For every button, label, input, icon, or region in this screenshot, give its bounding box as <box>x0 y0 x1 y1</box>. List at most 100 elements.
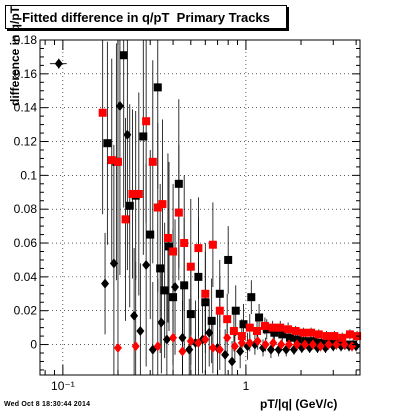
data-point-diamond <box>292 339 301 350</box>
data-point-square <box>260 321 269 330</box>
data-point-diamond <box>253 336 262 347</box>
data-point-diamond <box>178 332 187 343</box>
data-point-square <box>215 289 224 298</box>
data-point-diamond <box>162 334 171 345</box>
data-point-diamond <box>109 258 118 269</box>
data-point-square <box>98 108 107 117</box>
data-point-diamond <box>130 310 139 321</box>
data-point-diamond <box>352 341 361 352</box>
plot-frame <box>39 39 361 376</box>
data-point-square <box>223 315 232 324</box>
data-point-diamond <box>194 337 203 348</box>
data-point-diamond <box>208 342 217 353</box>
data-point-diamond <box>142 260 151 271</box>
y-tick-label: 0.06 <box>14 236 38 250</box>
data-point-diamond <box>113 342 122 353</box>
data-point-square <box>314 330 323 339</box>
data-point-square <box>208 240 217 249</box>
data-point-diamond <box>261 339 270 350</box>
data-point-square <box>345 330 354 339</box>
data-point-square <box>255 313 264 322</box>
timestamp: Wed Oct 8 18:30:44 2014 <box>4 401 91 408</box>
data-point-diamond <box>153 341 162 352</box>
data-point-square <box>293 335 302 344</box>
x-axis-label: pT/|q| (GeV/c) <box>260 397 338 411</box>
data-point-diamond <box>101 278 110 289</box>
data-point-diamond <box>228 356 237 367</box>
data-point-diamond <box>123 129 132 140</box>
data-point-square <box>139 132 148 141</box>
data-point-diamond <box>157 317 166 328</box>
data-point-diamond <box>285 339 294 350</box>
y-tick-label: 0.12 <box>14 135 38 149</box>
y-axis-label: difference in q/pT <box>8 6 22 107</box>
data-point-square <box>169 247 178 256</box>
data-point-diamond <box>277 339 286 350</box>
data-point-square <box>239 320 248 329</box>
data-point-square <box>330 332 339 341</box>
data-point-diamond <box>316 341 325 352</box>
data-point-square <box>322 332 331 341</box>
data-point-square <box>174 208 183 217</box>
data-point-diamond <box>205 327 214 338</box>
data-point-square <box>163 233 172 242</box>
data-point-square <box>268 323 277 332</box>
data-point-diamond <box>178 346 187 357</box>
data-point-square <box>224 255 233 264</box>
data-point-square <box>180 281 189 290</box>
data-point-square <box>231 306 240 315</box>
data-point-square <box>174 179 183 188</box>
data-point-square <box>153 203 162 212</box>
data-point-diamond <box>332 339 341 350</box>
data-point-square <box>121 215 130 224</box>
data-point-square <box>253 327 262 336</box>
data-point-square <box>186 310 195 319</box>
data-point-square <box>194 272 203 281</box>
data-point-diamond <box>131 341 140 352</box>
data-point-square <box>160 286 169 295</box>
data-point-square <box>107 156 116 165</box>
data-point-square <box>146 230 155 239</box>
y-tick-label: 0 <box>30 338 37 352</box>
y-tick-label: 0.04 <box>14 270 38 284</box>
data-point-diamond <box>237 337 246 348</box>
data-point-square <box>229 327 238 336</box>
data-point-square <box>201 289 210 298</box>
data-point-square <box>285 333 294 342</box>
grid <box>40 39 360 375</box>
data-point-diamond <box>308 339 317 350</box>
y-tick-label: 0.18 <box>14 33 38 47</box>
data-point-diamond <box>236 346 245 357</box>
data-point-square <box>186 262 195 271</box>
data-markers <box>54 51 362 367</box>
data-point-diamond <box>300 339 309 350</box>
y-tick-label: 0.1 <box>20 168 37 182</box>
data-point-square <box>148 157 157 166</box>
data-point-square <box>278 330 287 339</box>
data-point-diamond <box>115 100 124 111</box>
data-point-square <box>119 51 128 60</box>
y-tick-label: 0.02 <box>14 304 38 318</box>
data-point-square <box>291 327 300 336</box>
data-point-diamond <box>340 339 349 350</box>
data-point-square <box>247 293 256 302</box>
data-point-square <box>276 323 285 332</box>
data-point-diamond <box>324 339 333 350</box>
data-point-diamond <box>186 336 195 347</box>
chart-title-box: Fitted difference in q/pT Primary Tracks <box>5 5 287 29</box>
data-point-square <box>270 328 279 337</box>
data-point-diamond <box>171 282 180 293</box>
data-point-square <box>299 328 308 337</box>
data-point-square <box>134 189 143 198</box>
data-point-square <box>237 332 246 341</box>
data-point-square <box>215 306 224 315</box>
x-tick-label: 1 <box>243 379 250 393</box>
data-point-diamond <box>230 341 239 352</box>
data-point-square <box>307 328 316 337</box>
data-point-square <box>128 189 137 198</box>
data-point-square <box>169 293 178 302</box>
data-point-square <box>113 157 122 166</box>
data-point-square <box>180 239 189 248</box>
data-point-diamond <box>54 58 63 69</box>
